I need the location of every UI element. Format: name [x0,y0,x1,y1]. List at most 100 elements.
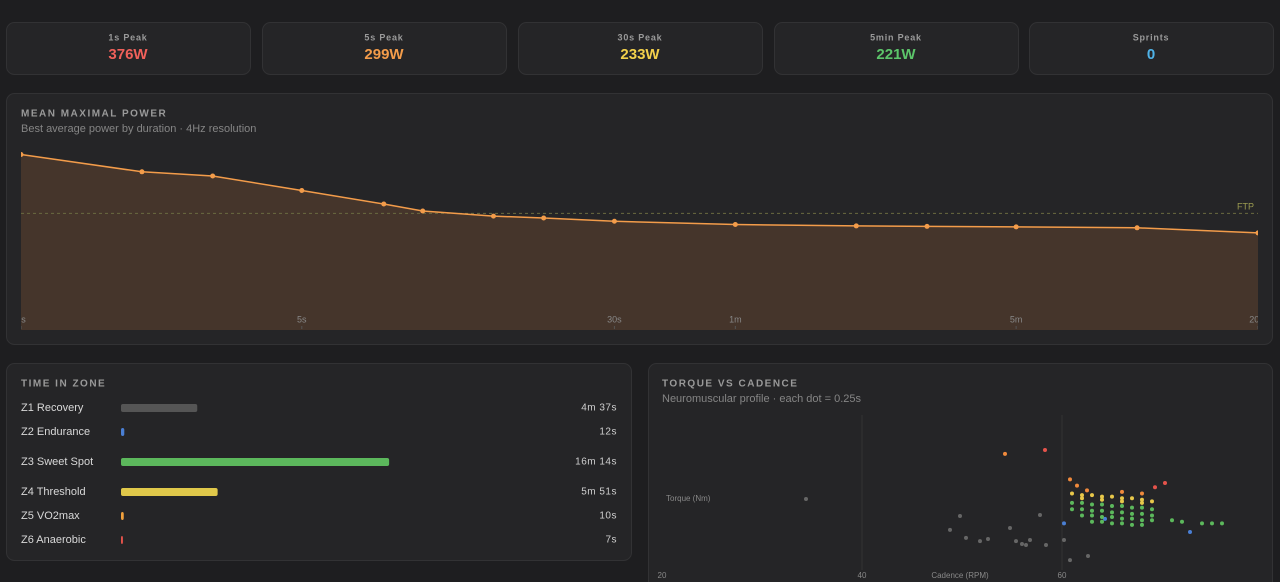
stat-card [774,22,1019,75]
dot [1090,502,1094,507]
point [611,218,617,224]
dot [1100,502,1104,507]
dot [958,513,962,518]
dot [1140,497,1144,502]
dot [1110,515,1114,520]
stat-card [1029,22,1274,75]
x-tick-label: 20 [658,571,667,580]
area [21,154,1258,330]
zone-duration: 16m 14s [575,457,617,468]
dot [1068,558,1072,563]
mmp-subtitle: Best average power by duration · 4Hz res… [21,123,256,135]
stat-card [518,22,763,75]
x-tick-label: 60 [1058,571,1067,580]
zone-duration: 10s [599,511,617,522]
dot [1090,513,1094,518]
zone-duration: 5m 51s [581,487,617,498]
zone-name: Z5 VO2max [21,510,80,522]
dot [1070,491,1074,496]
point [381,201,387,207]
dot [948,527,952,532]
x-tick-label: 5s [297,314,307,324]
dot [1090,508,1094,513]
stat-label: 1s Peak [108,32,147,42]
dot [1062,521,1066,526]
dot [1120,510,1124,515]
point [1134,225,1140,231]
zone-bar [121,404,198,412]
point [853,223,859,229]
x-tick-label: 40 [858,571,867,580]
torque-subtitle: Neuromuscular profile · each dot = 0.25s [662,393,862,405]
y-axis-label: Torque (Nm) [666,494,711,503]
zone-bar [121,458,390,466]
dot [1062,537,1066,542]
dot [1170,518,1174,523]
dot [1028,537,1032,542]
dot [1188,529,1192,534]
dot [1068,477,1072,482]
x-tick-label: 1s [16,314,26,324]
zone-bar [121,428,125,436]
zone-name: Z1 Recovery [21,402,84,414]
zone-name: Z4 Threshold [21,486,86,498]
dot [1024,542,1028,547]
dot [1080,493,1084,498]
dot [1200,521,1204,526]
dot [1090,519,1094,524]
dot [1110,521,1114,526]
dot [1150,518,1154,523]
stat-label: 30s Peak [618,32,663,42]
zone-duration: 12s [599,427,617,438]
zone-name: Z6 Anaerobic [21,534,86,546]
point [541,215,547,221]
stat-value: 221W [876,46,916,63]
mmp-title: MEAN MAXIMAL POWER [21,109,167,120]
dot [1100,515,1104,520]
x-tick-label: 30s [607,314,622,324]
dot [1120,504,1124,509]
point [210,173,216,179]
zone-title: TIME IN ZONE [21,379,106,390]
dot [1120,499,1124,504]
dot [1020,542,1024,547]
point [490,213,496,219]
dot [1070,507,1074,512]
zone-bar [121,536,123,544]
dot [1100,508,1104,513]
zone-bar [121,488,218,496]
stat-value: 299W [364,46,404,63]
dot [1100,519,1104,524]
dot [1140,500,1144,505]
point [732,222,738,228]
x-tick-label: 20m [1249,314,1267,324]
dot [1120,489,1124,494]
stat-label: 5s Peak [364,32,403,42]
torque-title: TORQUE VS CADENCE [662,379,798,390]
dot [1080,496,1084,501]
dot [1120,496,1124,501]
stat-card [262,22,507,75]
dot [1220,521,1224,526]
dot [1140,518,1144,523]
dot [1153,485,1157,490]
dot [1163,480,1167,485]
x-tick-label: 1m [729,314,742,324]
dot [1150,499,1154,504]
dot [1140,511,1144,516]
zone-duration: 4m 37s [581,403,617,414]
x-axis-label: Cadence (RPM) [931,571,989,580]
zone-duration: 7s [605,535,617,546]
dot [1014,539,1018,544]
point [299,187,305,193]
dot [1140,491,1144,496]
zone-name: Z3 Sweet Spot [21,456,93,468]
dot [1120,516,1124,521]
dot [986,537,990,542]
dot [1038,513,1042,518]
dot [1180,519,1184,524]
dot [1043,448,1047,453]
dot [1110,504,1114,509]
